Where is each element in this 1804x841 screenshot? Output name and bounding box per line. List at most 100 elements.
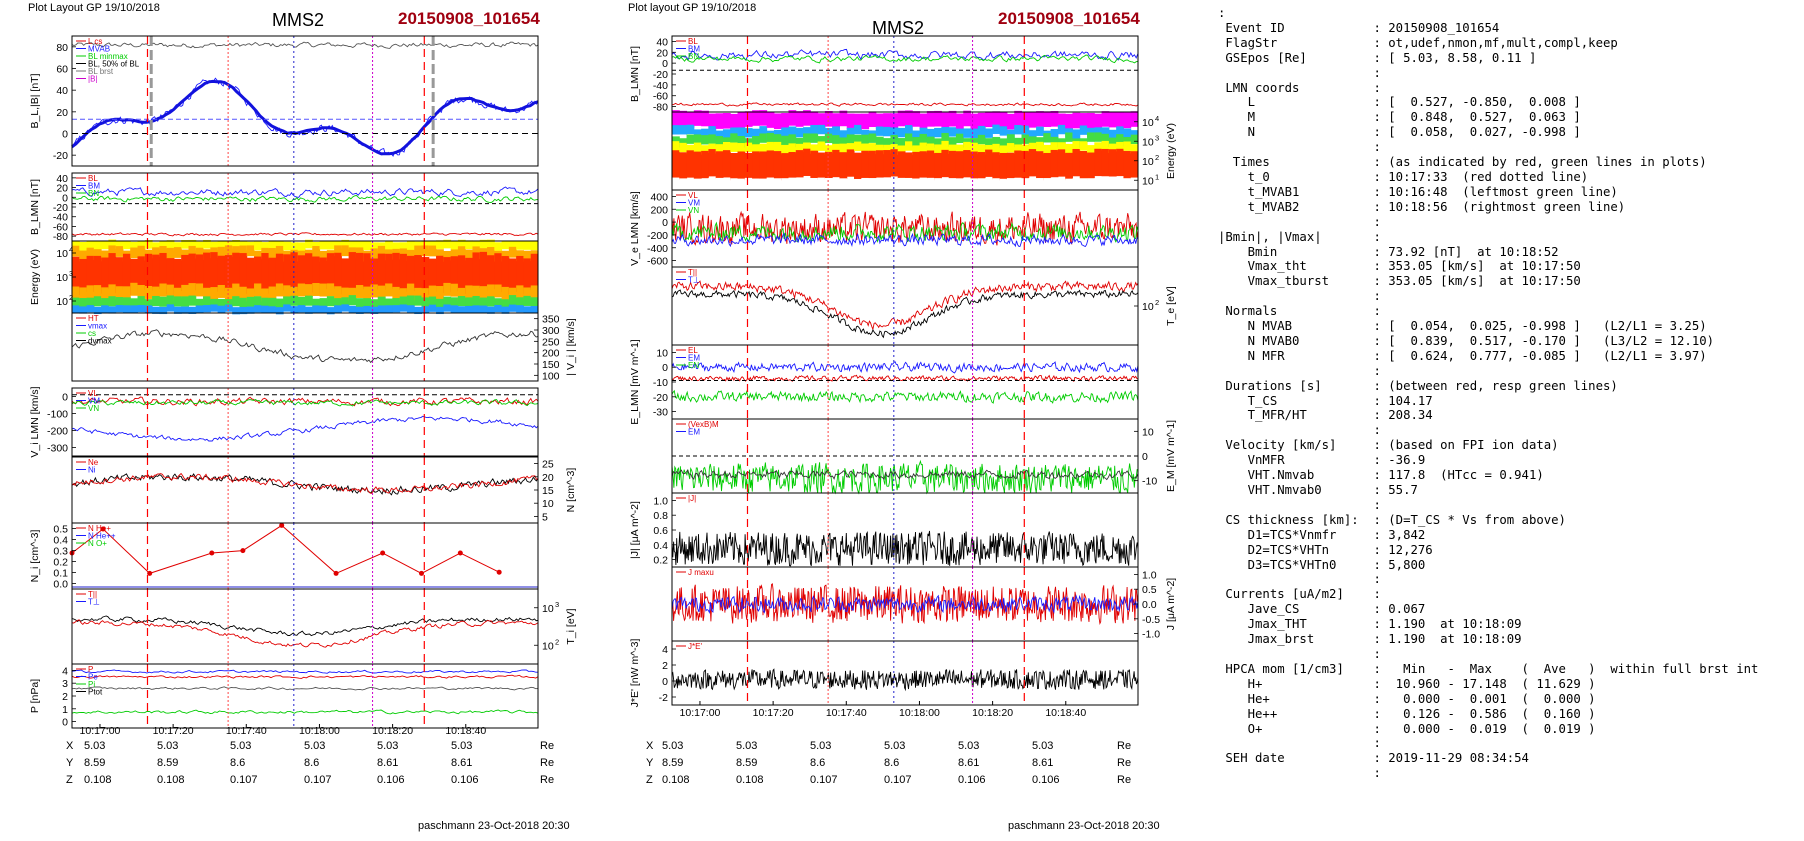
left-coord-unit-z: Re: [540, 774, 555, 786]
spectrogram-cell: [985, 111, 993, 128]
spectrogram-cell: [897, 110, 906, 127]
spectrogram-cell: [239, 306, 248, 315]
y-tick-label: 0.0: [1142, 599, 1157, 611]
spectrogram-cell: [516, 255, 524, 292]
coord-value-z: 0.106: [958, 774, 986, 786]
spectrogram-cell: [399, 304, 408, 312]
info-line: LMN coords :: [1218, 80, 1381, 95]
spectrogram-cell: [679, 178, 688, 191]
spectrogram-cell: [868, 111, 877, 128]
spectrogram-cell: [406, 283, 415, 297]
spectrogram-cell: [436, 298, 444, 309]
spectrogram-cell: [501, 286, 510, 300]
spectrogram-cell: [130, 247, 139, 259]
spectrogram-cell: [319, 257, 328, 294]
spectrogram-cell: [715, 151, 724, 179]
spectrogram-cell: [268, 286, 277, 300]
spectrogram-cell: [72, 297, 80, 308]
spectrogram-cell: [795, 143, 804, 154]
spectrogram-cell: [1050, 111, 1059, 127]
spectrogram-cell: [348, 240, 357, 250]
spectrogram-cell: [487, 247, 495, 258]
spectrogram-cell: [1021, 150, 1030, 179]
spectrogram-cell: [686, 111, 695, 128]
spectrogram-cell: [1072, 129, 1081, 139]
spectrogram-cell: [487, 296, 495, 307]
spectrogram-cell: [868, 133, 877, 143]
info-line: D3=TCS*VHTn0 : 5,800: [1218, 557, 1426, 572]
spectrogram-cell: [817, 152, 826, 180]
spectrogram-cell: [436, 249, 444, 261]
y-tick-label: 0: [62, 192, 68, 204]
left-panel-frame: [71, 663, 539, 729]
info-line: VHT.Nmvab : 117.8 (HTcc = 0.941): [1218, 468, 1544, 483]
spectrogram-cell: [1057, 124, 1066, 135]
spectrogram-cell: [341, 239, 350, 249]
spectrogram-cell: [905, 141, 913, 151]
info-line: Velocity [km/s] : (based on FPI ion data…: [1218, 438, 1559, 453]
y-tick-label: -2: [659, 692, 668, 704]
spectrogram-cell: [832, 113, 840, 129]
info-line: CS thickness [km]: : (D=T_CS * Vs from a…: [1218, 512, 1566, 527]
spectrogram-cell: [875, 113, 884, 130]
spectrogram-cell: [926, 128, 935, 139]
right-coord-label-x: X: [646, 740, 654, 752]
spectrogram-cell: [773, 151, 782, 179]
spectrogram-cell: [290, 242, 299, 251]
bm-series: [671, 54, 1139, 64]
spectrogram-cell: [254, 241, 262, 251]
info-line: H+ : 10.960 - 17.148 ( 11.629 ): [1218, 676, 1596, 691]
spectrogram-cell: [701, 128, 709, 139]
spectrogram-cell: [708, 177, 717, 190]
y-axis-label: J [μA m^-2]: [1165, 578, 1177, 630]
spectrogram-cell: [803, 127, 811, 137]
spectrogram-cell: [305, 295, 313, 306]
spectrogram-cell: [1116, 148, 1124, 177]
spectrogram-cell: [428, 240, 437, 250]
y-tick-label: 1: [62, 704, 68, 716]
spectrogram-cell: [232, 246, 240, 257]
spectrogram-cell: [926, 143, 935, 153]
spectrogram-cell: [752, 128, 760, 139]
y-tick-label: -400: [647, 243, 668, 255]
spectrogram-cell: [370, 258, 379, 295]
spectrogram-cell: [752, 144, 760, 154]
y-axis-label: V_e LMN [km/s]: [629, 191, 641, 266]
spectrogram-cell: [203, 252, 211, 289]
bm-series: [71, 194, 539, 203]
y-tick-label: 10: [542, 498, 554, 510]
spectrogram-cell: [977, 152, 986, 180]
spectrogram-cell: [1116, 112, 1124, 128]
spectrogram-cell: [744, 128, 753, 138]
pe-series: [71, 709, 539, 715]
y-axis-label: J*E' [nW m^-3]: [629, 639, 641, 708]
spectrogram-cell: [963, 128, 972, 138]
spectrogram-cell: [1028, 136, 1037, 146]
spectrogram-cell: [883, 113, 891, 129]
coord-value-x: 5.03: [304, 740, 326, 752]
spectrogram-cell: [101, 250, 109, 262]
coord-value-y: 8.6: [230, 757, 246, 769]
spectrogram-cell: [290, 295, 299, 306]
spectrogram-cell: [181, 306, 189, 314]
y-axis-label: P [nPa]: [29, 679, 41, 713]
spectrogram-cell: [334, 252, 342, 289]
spectrogram-cell: [672, 136, 680, 146]
spectrogram-cell: [166, 304, 175, 312]
spectrogram-cell: [803, 178, 811, 190]
spectrogram-cell: [326, 283, 335, 297]
spectrogram-cell: [1043, 144, 1052, 155]
spectrogram-cell: [210, 304, 219, 312]
spectrogram-cell: [72, 286, 80, 300]
y-tick-label: -80: [653, 102, 668, 114]
spectrogram-cell: [883, 144, 891, 155]
coord-value-y: 8.61: [958, 757, 980, 769]
spectrogram-cell: [348, 287, 357, 301]
y-tick-label: 5: [542, 511, 548, 523]
spectrogram-cell: [832, 143, 840, 154]
y-tick-label: 80: [56, 42, 68, 54]
y-tick-label: 0: [662, 58, 668, 70]
spectrogram-cell: [530, 297, 539, 308]
spectrogram-cell: [941, 132, 950, 143]
right-coord-label-y: Y: [646, 757, 654, 769]
